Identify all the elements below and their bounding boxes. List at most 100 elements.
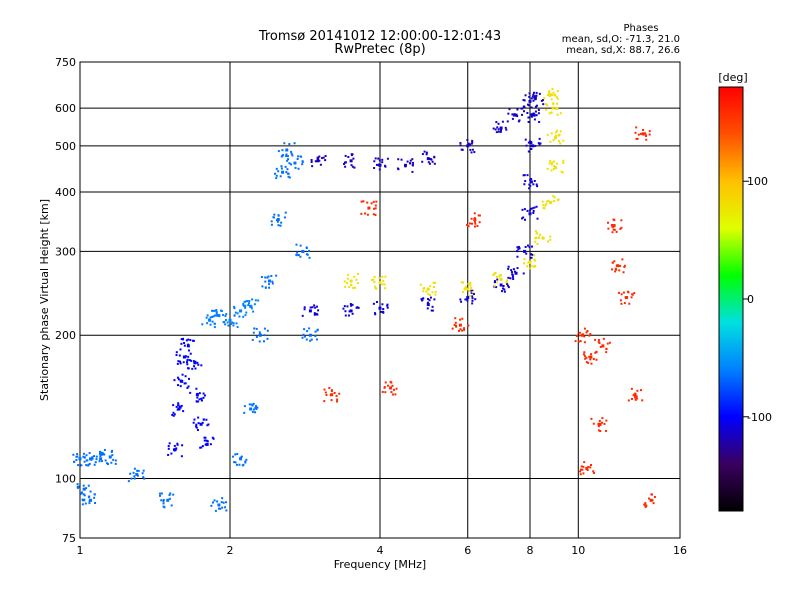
scatter-dot — [315, 338, 318, 341]
scatter-dot — [110, 450, 113, 453]
scatter-dot — [200, 397, 203, 400]
scatter-dot — [242, 315, 245, 318]
scatter-dot — [245, 300, 248, 303]
scatter-dot — [80, 492, 83, 495]
data-point — [99, 457, 103, 461]
scatter-dot — [225, 313, 228, 316]
scatter-dot — [322, 156, 325, 159]
scatter-dot — [612, 228, 615, 231]
scatter-dot — [210, 504, 213, 507]
scatter-dot — [457, 329, 460, 332]
data-point — [378, 281, 382, 285]
scatter-dot — [634, 131, 637, 134]
scatter-dot — [162, 502, 165, 505]
scatter-dot — [471, 141, 474, 144]
scatter-dot — [427, 303, 430, 306]
scatter-dot — [516, 255, 519, 258]
scatter-dot — [507, 286, 510, 289]
scatter-dot — [272, 216, 275, 219]
scatter-dot — [168, 442, 171, 445]
scatter-dot — [180, 342, 183, 345]
data-point — [267, 279, 271, 283]
scatter-dot — [193, 365, 196, 368]
scatter-dot — [330, 390, 333, 393]
scatter-dot — [194, 360, 197, 363]
scatter-dot — [644, 504, 647, 507]
scatter-dot — [177, 404, 180, 407]
scatter-dot — [555, 131, 558, 134]
scatter-dot — [310, 161, 313, 164]
scatter-dot — [283, 142, 286, 145]
scatter-dot — [305, 246, 308, 249]
scatter-dot — [345, 282, 348, 285]
scatter-dot — [623, 264, 626, 267]
data-point — [612, 224, 616, 228]
scatter-dot — [584, 355, 587, 358]
scatter-dot — [273, 213, 276, 216]
scatter-dot — [344, 285, 347, 288]
x-tick-label: 4 — [377, 544, 384, 557]
scatter-dot — [255, 408, 258, 411]
scatter-dot — [633, 292, 636, 295]
scatter-dot — [187, 349, 190, 352]
scatter-dot — [426, 307, 429, 310]
x-tick-label: 6 — [464, 544, 471, 557]
scatter-dot — [231, 321, 234, 324]
scatter-dot — [504, 126, 507, 129]
scatter-dot — [253, 303, 256, 306]
scatter-dot — [212, 437, 215, 440]
scatter-dot — [102, 452, 105, 455]
y-tick-label: 750 — [55, 56, 76, 69]
x-tick-label: 16 — [673, 544, 687, 557]
scatter-dot — [187, 338, 190, 341]
scatter-dot — [580, 465, 583, 468]
scatter-dot — [73, 460, 76, 463]
scatter-dot — [470, 142, 473, 145]
scatter-dot — [214, 509, 217, 512]
scatter-dot — [353, 275, 356, 278]
scatter-dot — [510, 271, 513, 274]
scatter-dot — [259, 334, 262, 337]
scatter-dot — [531, 245, 534, 248]
scatter-dot — [384, 287, 387, 290]
scatter-dot — [382, 310, 385, 313]
scatter-dot — [391, 393, 394, 396]
scatter-dot — [350, 283, 353, 286]
scatter-dot — [425, 290, 428, 293]
scatter-dot — [469, 284, 472, 287]
scatter-dot — [530, 147, 533, 150]
scatter-dot — [511, 113, 514, 116]
data-point — [625, 296, 629, 300]
scatter-dot — [378, 277, 381, 280]
scatter-dot — [232, 322, 235, 325]
scatter-dot — [630, 397, 633, 400]
scatter-dot — [373, 207, 376, 210]
scatter-dot — [130, 477, 133, 480]
data-point — [499, 283, 503, 287]
scatter-dot — [172, 448, 175, 451]
scatter-dot — [373, 166, 376, 169]
scatter-dot — [323, 400, 326, 403]
scatter-dot — [386, 157, 389, 160]
scatter-dot — [335, 394, 338, 397]
scatter-dot — [419, 283, 422, 286]
scatter-dot — [87, 496, 90, 499]
scatter-dot — [357, 273, 360, 276]
scatter-dot — [347, 273, 350, 276]
scatter-dot — [409, 159, 412, 162]
scatter-dot — [82, 488, 85, 491]
data-point — [135, 472, 139, 476]
scatter-dot — [525, 144, 528, 147]
scatter-dot — [516, 108, 519, 111]
y-tick-label: 400 — [55, 186, 76, 199]
scatter-dot — [372, 302, 375, 305]
scatter-dot — [590, 353, 593, 356]
scatter-dot — [284, 211, 287, 214]
y-tick-label: 300 — [55, 245, 76, 258]
scatter-dot — [344, 310, 347, 313]
scatter-dot — [460, 281, 463, 284]
scatter-dot — [81, 491, 84, 494]
scatter-dot — [620, 219, 623, 222]
scatter-dot — [270, 220, 273, 223]
scatter-dot — [200, 446, 203, 449]
